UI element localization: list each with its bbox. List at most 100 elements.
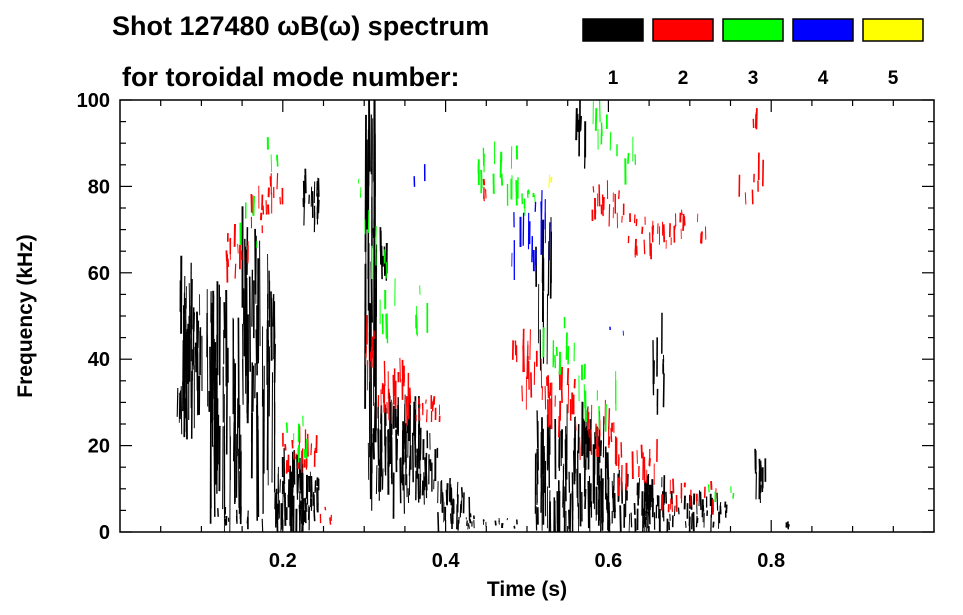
x-axis-title: Time (s): [487, 578, 567, 601]
spectral-mark: [251, 269, 254, 327]
spectral-mark: [547, 375, 550, 399]
series-n2-feature: [365, 315, 375, 391]
spectral-mark: [276, 173, 279, 190]
spectral-mark: [423, 472, 425, 505]
series-n1-feature: [364, 99, 378, 458]
spectral-mark: [529, 329, 531, 360]
spectral-mark: [564, 439, 567, 502]
spectral-mark: [285, 422, 289, 433]
spectral-mark: [467, 522, 469, 530]
spectral-mark: [638, 477, 640, 499]
spectral-mark: [291, 439, 294, 449]
spectral-mark: [285, 460, 289, 474]
spectral-mark: [707, 484, 710, 493]
series-n3-feature: [578, 363, 617, 432]
spectral-mark: [229, 416, 231, 481]
spectral-mark: [273, 301, 276, 339]
spectral-mark: [426, 409, 428, 423]
spectral-mark: [699, 491, 702, 511]
series-n1-feature: [652, 312, 665, 415]
legend-label-n3: 3: [748, 68, 759, 89]
spectral-mark: [586, 412, 590, 431]
spectral-mark: [368, 99, 371, 172]
series-n3-feature: [357, 178, 362, 198]
y-tick-label: 0: [99, 522, 110, 544]
spectral-mark: [386, 313, 389, 344]
legend-label-n2: 2: [678, 68, 689, 89]
spectral-mark: [310, 475, 313, 498]
spectral-mark: [197, 320, 200, 348]
spectral-mark: [387, 429, 390, 467]
series-n3-feature: [521, 189, 536, 216]
spectral-mark: [535, 506, 538, 531]
legend-label-n5: 5: [888, 68, 899, 89]
y-tick-label: 20: [88, 436, 110, 458]
spectral-mark: [399, 458, 402, 504]
spectral-mark: [599, 99, 601, 123]
spectral-mark: [242, 323, 244, 397]
spectral-mark: [246, 516, 249, 524]
spectral-mark: [270, 154, 273, 173]
x-tick-label: 0.6: [594, 550, 622, 572]
spectral-mark: [502, 523, 504, 525]
series-n1-feature: [241, 206, 260, 424]
spectral-mark: [416, 317, 418, 337]
spectral-mark: [527, 189, 530, 195]
spectral-mark: [618, 190, 620, 200]
spectral-mark: [699, 232, 702, 244]
spectral-mark: [295, 453, 297, 460]
spectral-mark: [468, 524, 470, 529]
spectral-mark: [303, 200, 305, 226]
spectral-mark: [732, 492, 735, 499]
spectral-mark: [416, 457, 419, 476]
series-n1-feature: [575, 99, 587, 169]
series-n3-feature: [542, 316, 575, 375]
spectral-mark: [680, 209, 683, 216]
spectral-mark: [651, 220, 654, 239]
series-n5-feature: [548, 174, 553, 188]
spectral-mark: [248, 276, 251, 372]
spectral-mark: [357, 178, 360, 184]
y-tick-label: 40: [88, 349, 110, 371]
series-n3-feature: [379, 278, 429, 344]
spectral-mark: [588, 429, 590, 438]
y-tick-label: 80: [88, 176, 110, 198]
series-n3-feature: [624, 136, 637, 185]
spectral-mark: [698, 490, 701, 507]
spectral-mark: [712, 521, 715, 528]
spectral-mark: [180, 386, 183, 435]
spectral-mark: [641, 226, 644, 234]
spectral-mark: [450, 498, 453, 506]
spectral-mark: [583, 384, 586, 409]
series-n2-feature: [660, 478, 717, 515]
spectral-mark: [482, 178, 486, 186]
spectral-mark: [513, 525, 516, 529]
spectral-mark: [449, 513, 452, 524]
spectral-mark: [419, 479, 422, 500]
spectral-mark: [408, 455, 411, 476]
spectral-mark: [399, 357, 401, 383]
series-n1-feature: [217, 506, 282, 533]
series-n1-feature: [367, 392, 422, 519]
plot-frame: [119, 99, 935, 533]
series-n2-feature: [738, 152, 765, 205]
legend-swatch-n4: [792, 18, 854, 42]
spectral-mark: [421, 402, 424, 411]
series-n2-feature: [482, 178, 487, 202]
spectral-mark: [385, 314, 388, 339]
spectral-mark: [261, 518, 264, 533]
spectral-mark: [437, 512, 440, 533]
chart-title-line1: Shot 127480 ωB(ω) spectrum: [112, 11, 489, 41]
series-n1-feature: [266, 253, 276, 385]
legend-label-n4: 4: [818, 68, 829, 89]
spectral-mark: [279, 479, 281, 493]
spectral-mark: [548, 222, 551, 261]
spectral-mark: [217, 414, 220, 465]
spectral-mark: [500, 173, 504, 186]
series-n3-feature: [266, 137, 279, 173]
spectral-mark: [369, 351, 372, 362]
series-n3-feature: [477, 141, 519, 206]
spectral-mark: [213, 445, 216, 517]
spectral-mark: [640, 444, 643, 459]
spectral-mark: [368, 302, 371, 357]
